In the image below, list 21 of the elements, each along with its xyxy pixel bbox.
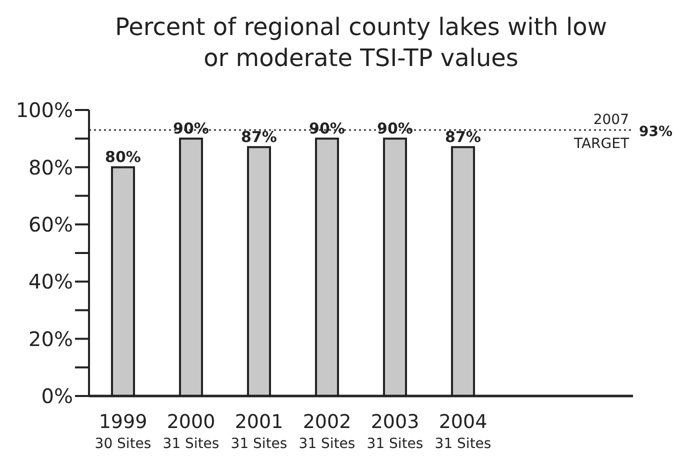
data-label: 80% [105,148,141,166]
x-tick-label: 2002 31 Sites [298,411,356,452]
x-tick-label: 2003 31 Sites [366,411,424,452]
y-tick-label: 60% [28,212,73,236]
x-tick-label: 1999 30 Sites [94,411,152,452]
x-tick-label: 2001 31 Sites [230,411,288,452]
x-tick-label: 2004 31 Sites [434,411,492,452]
y-tick-label: 20% [28,326,73,351]
x-tick-label: 2000 31 Sites [162,411,220,452]
y-tick-label: 80% [28,155,73,180]
data-label: 87% [445,128,481,146]
chart-title: Percent of regional county lakes with low or moderate TSI-TP values [114,12,608,74]
text: 93% [639,124,673,140]
data-label: 90% [309,120,345,138]
ref-line-label: 2007 TARGET [572,112,630,152]
y-tick-label: 100% [16,98,73,122]
y-tick-label: 0% [41,384,73,408]
data-label: 90% [173,120,209,138]
data-label: 87% [241,128,277,146]
y-tick-label: 40% [28,270,73,294]
data-label: 90% [377,120,413,138]
